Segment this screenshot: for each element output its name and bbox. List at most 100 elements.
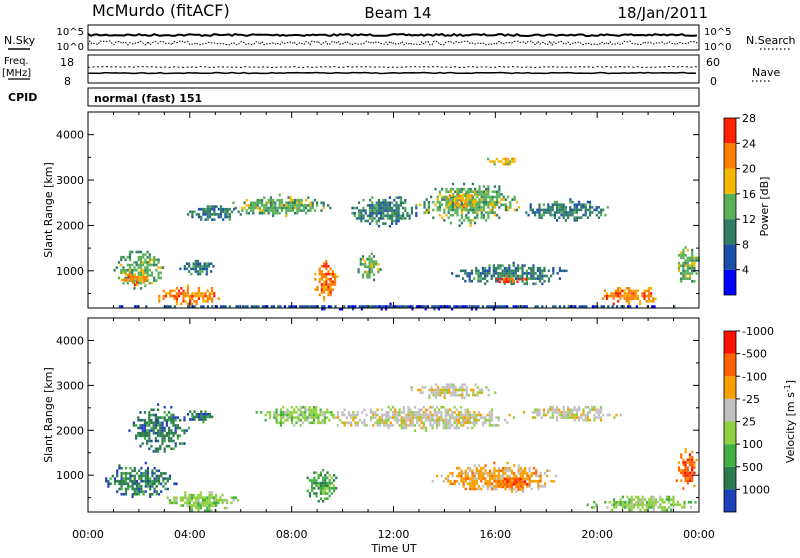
velocity-scatter-region <box>410 383 497 400</box>
power-scatter-region <box>487 157 516 166</box>
freq-panel-frame <box>87 54 700 84</box>
nsky-label: N.Sky <box>4 34 36 47</box>
velocity-y-tick-label: 1000 <box>56 469 84 482</box>
velocity-scatter-region <box>255 405 333 427</box>
nave-trace <box>87 71 697 75</box>
power-colorbar-label: 20 <box>742 163 756 176</box>
power-scatter-region <box>232 193 332 218</box>
power-scatter-region <box>314 259 339 302</box>
power-colorbar-swatch <box>724 269 736 295</box>
power-scatter-region <box>446 191 478 208</box>
power-colorbar: 4 8 12 16 20 24 28 Power [dB] <box>723 112 771 296</box>
velocity-colorbar-swatch <box>724 398 736 422</box>
noise-panel-frame <box>87 24 700 51</box>
x-tick-label: 20:00 <box>581 528 613 541</box>
freq-trace <box>87 65 697 69</box>
nave-label: Nave <box>752 66 780 79</box>
velocity-scatter-region <box>105 461 178 499</box>
power-scatter-region <box>179 259 215 276</box>
noise-tick-top-right: 10^5 <box>704 27 731 38</box>
power-colorbar-label: 12 <box>742 213 756 226</box>
freq-tick-bottom: 8 <box>64 75 71 88</box>
power-colorbar-swatch <box>724 118 736 144</box>
x-tick-label: 00:00 <box>72 528 104 541</box>
power-scatter-region <box>451 261 568 286</box>
power-colorbar-swatch <box>724 168 736 194</box>
velocity-colorbar-label: 100 <box>742 438 763 451</box>
velocity-colorbar-label: -25 <box>742 393 760 406</box>
velocity-colorbar-label: 1000 <box>742 483 770 496</box>
power-scatter-region <box>186 205 242 221</box>
nave-tick-bottom: 0 <box>710 75 717 88</box>
power-colorbar-label: 24 <box>742 137 756 150</box>
noise-tick-bottom-left: 10^0 <box>57 42 84 53</box>
x-tick-label: 12:00 <box>378 528 410 541</box>
velocity-colorbar-swatch <box>724 376 736 399</box>
power-colorbar-title: Power [dB] <box>758 177 771 237</box>
velocity-scatter-region <box>323 405 516 432</box>
power-scatter-region <box>357 252 382 282</box>
freq-label-line1: Freq. <box>4 56 29 67</box>
cpid-label: CPID <box>8 91 37 104</box>
velocity-scatter-region <box>497 477 533 491</box>
power-colorbar-swatch <box>724 193 736 220</box>
station-title: McMurdo (fitACF) <box>92 1 230 20</box>
velocity-y-tick-label: 2000 <box>56 424 84 437</box>
velocity-colorbar-label: 25 <box>742 416 756 429</box>
nave-tick-top: 60 <box>706 56 720 69</box>
power-panel: 1000 2000 3000 4000 Slant Range [km] <box>42 111 700 311</box>
cpid-value: normal (fast) 151 <box>94 92 202 105</box>
velocity-y-axis-label: Slant Range [km] <box>42 367 55 463</box>
velocity-scatter-region <box>675 448 698 490</box>
velocity-scatter-region <box>166 491 240 512</box>
velocity-colorbar-label: -1000 <box>742 325 774 338</box>
nsearch-trace <box>87 39 699 47</box>
power-scatter-region <box>158 284 220 306</box>
velocity-scatter-region <box>523 405 622 422</box>
freq-label-line2: [MHz] <box>2 68 31 79</box>
velocity-y-tick-label: 4000 <box>56 334 84 347</box>
power-scatter-region <box>118 302 676 311</box>
power-colorbar-swatch <box>724 143 736 169</box>
power-colorbar-label: 4 <box>742 264 749 277</box>
velocity-scatter-region <box>306 468 338 503</box>
velocity-colorbar-swatch <box>724 489 736 512</box>
power-scatter-region <box>496 275 528 284</box>
power-scatter-region <box>120 273 148 287</box>
power-colorbar-label: 16 <box>742 188 756 201</box>
velocity-scatter-region <box>186 410 214 424</box>
cpid-panel-frame <box>87 87 700 107</box>
power-colorbar-swatch <box>724 219 736 245</box>
velocity-colorbar-swatch <box>724 444 736 467</box>
x-tick-label: 08:00 <box>276 528 308 541</box>
velocity-colorbar-swatch <box>724 331 736 354</box>
noise-tick-top-left: 10^5 <box>57 27 84 38</box>
power-y-tick-label: 2000 <box>56 219 84 232</box>
power-colorbar-swatch <box>724 244 736 270</box>
velocity-colorbar-label: 500 <box>742 461 763 474</box>
x-tick-label: 00:00 <box>683 528 715 541</box>
x-tick-label: 04:00 <box>174 528 206 541</box>
velocity-y-tick-label: 3000 <box>56 379 84 392</box>
power-colorbar-label: 8 <box>742 238 749 251</box>
power-scatter-region <box>525 198 609 222</box>
velocity-colorbar-swatch <box>724 466 736 490</box>
power-colorbar-label: 28 <box>742 112 756 125</box>
x-axis: 00:00 04:00 08:00 12:00 16:00 20:00 00:00 <box>72 528 715 541</box>
velocity-colorbar-label: -500 <box>742 348 767 361</box>
nsearch-label: N.Search <box>746 34 796 47</box>
nsky-trace <box>87 32 698 38</box>
velocity-colorbar: 1000 500 100 25 -25 -100 -500 -1000 Velocity [m … <box>723 325 797 513</box>
velocity-colorbar-title: Velocity [m s-1] <box>783 380 797 463</box>
power-y-tick-label: 1000 <box>56 265 84 278</box>
velocity-scatter-region <box>128 403 190 453</box>
power-y-tick-label: 3000 <box>56 174 84 187</box>
power-scatter-region <box>351 196 418 228</box>
velocity-panel: 1000 2000 3000 4000 Slant Range [km] <box>42 317 700 513</box>
noise-tick-bottom-right: 10^0 <box>704 42 731 53</box>
power-y-axis-label: Slant Range [km] <box>42 162 55 258</box>
velocity-scatter-region <box>586 495 697 512</box>
freq-tick-top: 18 <box>60 56 74 69</box>
velocity-colorbar-label: -100 <box>742 370 767 383</box>
